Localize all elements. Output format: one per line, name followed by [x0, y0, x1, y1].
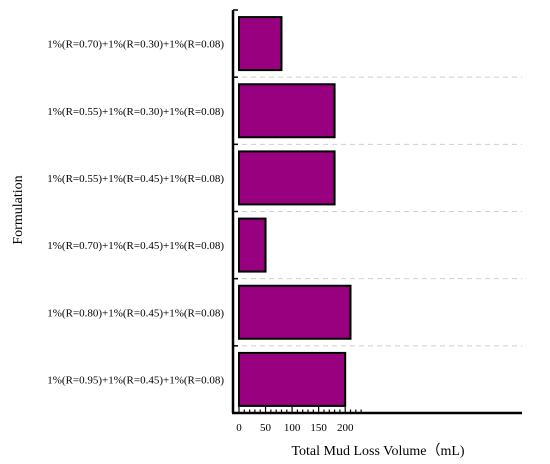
bar — [238, 16, 283, 72]
bar — [238, 217, 267, 273]
bar — [238, 284, 352, 340]
y-axis-title: Formulation — [11, 175, 26, 244]
x-tick-label: 150 — [310, 422, 327, 434]
bar — [238, 150, 336, 206]
x-tick-label: 0 — [236, 422, 242, 434]
bar — [238, 351, 347, 407]
category-label: 1%(R=0.70)+1%(R=0.30)+1%(R=0.08) — [47, 39, 224, 51]
x-tick-label: 50 — [260, 422, 272, 434]
x-tick-label: 200 — [337, 422, 354, 434]
category-label: 1%(R=0.55)+1%(R=0.30)+1%(R=0.08) — [47, 106, 224, 118]
category-label: 1%(R=0.70)+1%(R=0.45)+1%(R=0.08) — [47, 240, 224, 252]
x-tick-label: 100 — [284, 422, 301, 434]
bar — [238, 83, 336, 139]
category-label: 1%(R=0.55)+1%(R=0.45)+1%(R=0.08) — [47, 173, 224, 185]
category-label: 1%(R=0.95)+1%(R=0.45)+1%(R=0.08) — [47, 374, 224, 386]
category-labels: 1%(R=0.70)+1%(R=0.30)+1%(R=0.08) 1%(R=0.5… — [47, 39, 224, 387]
y-axis-ticks — [233, 9, 238, 414]
grid-lines — [233, 76, 522, 347]
category-label: 1%(R=0.80)+1%(R=0.45)+1%(R=0.08) — [47, 307, 224, 319]
x-axis-title: Total Mud Loss Volume（mL) — [291, 443, 464, 459]
x-axis-ticks: 0 50 100 150 200 — [236, 407, 362, 434]
bars — [238, 16, 352, 407]
